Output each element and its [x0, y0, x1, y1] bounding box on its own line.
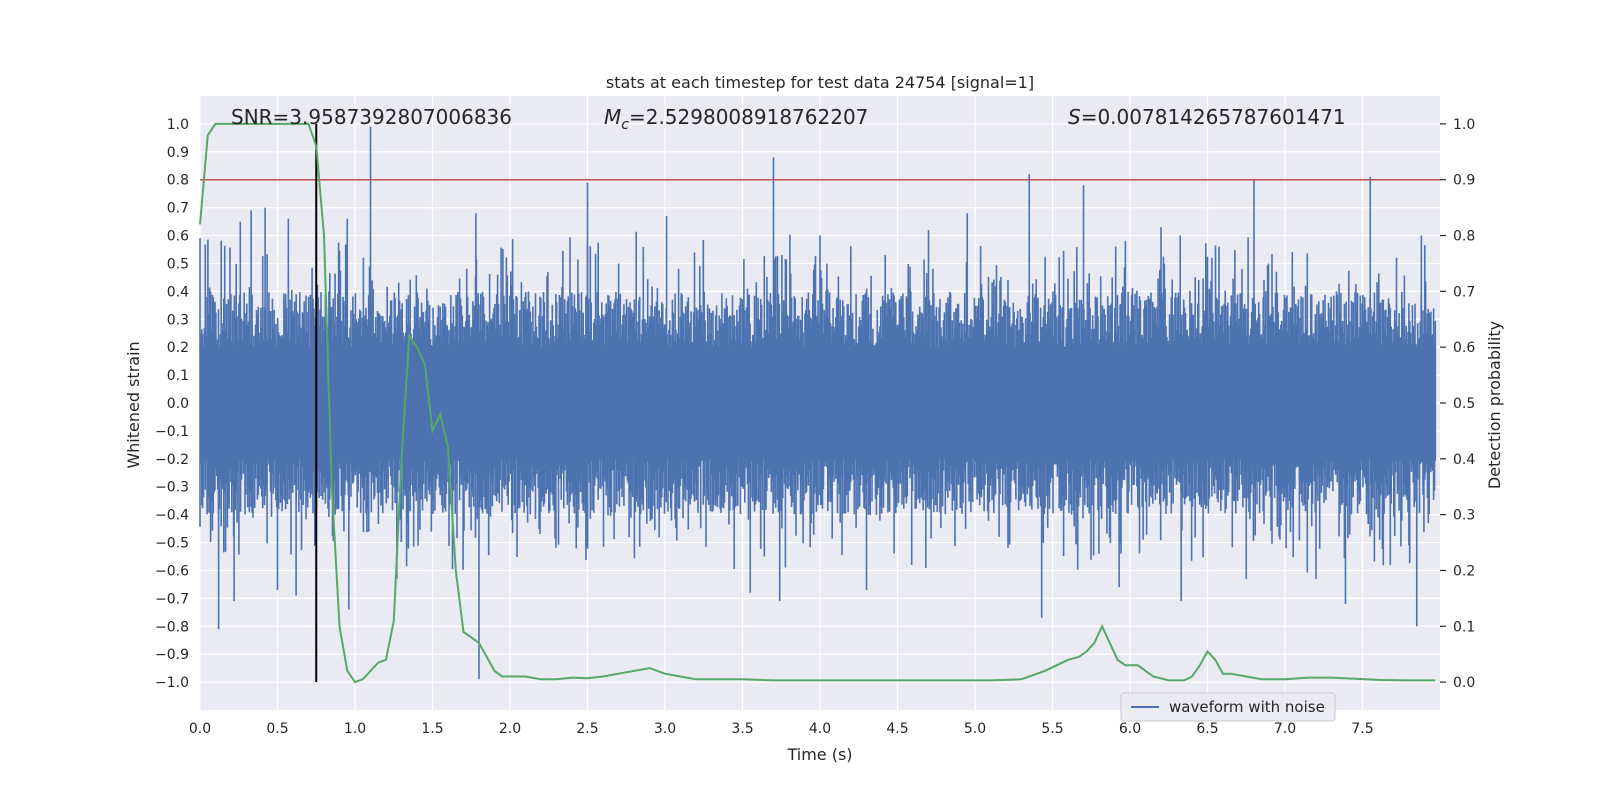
- legend-box: [1120, 692, 1336, 722]
- detection-probability-line: [199, 122, 1436, 684]
- x-tick-label: 7.0: [1274, 721, 1296, 737]
- x-tick-label: 3.5: [731, 721, 753, 737]
- y-left-tick-label: −0.2: [155, 452, 189, 468]
- waveform-with-noise-line: [199, 231, 1437, 573]
- y-left-tick-label: −0.4: [155, 508, 189, 524]
- probability-layer: [199, 122, 1436, 684]
- y-left-tick-label: 0.3: [167, 312, 189, 328]
- x-tick-label: 0.0: [189, 721, 211, 737]
- x-tick-label: 6.0: [1119, 721, 1141, 737]
- y-left-tick-label: −1.0: [155, 675, 189, 691]
- legend-label-waveform: waveform with noise: [1169, 698, 1325, 716]
- y-left-tick-label: −0.7: [155, 591, 189, 607]
- x-tick-label: 3.0: [654, 721, 676, 737]
- y-left-tick-label: 0.0: [167, 396, 189, 412]
- y-left-tick-label: −0.3: [155, 480, 189, 496]
- y-axis-label-right: Detection probability: [1485, 321, 1504, 489]
- y-right-tick-label: 0.9: [1453, 173, 1475, 189]
- y-right-tick-label: 0.7: [1453, 284, 1475, 300]
- y-left-tick-label: 1.0: [167, 117, 189, 133]
- x-tick-label: 6.5: [1196, 721, 1218, 737]
- y-left-tick-label: 0.5: [167, 256, 189, 272]
- s-symbol: S: [1068, 105, 1081, 129]
- chirp-mass-symbol: M: [604, 105, 621, 129]
- x-tick-label: 5.5: [1041, 721, 1063, 737]
- snr-annotation: SNR=3.9587392807006836: [231, 105, 512, 129]
- chart-title: stats at each timestep for test data 247…: [606, 73, 1034, 92]
- x-tick-label: 0.5: [266, 721, 288, 737]
- y-right-tick-label: 1.0: [1453, 117, 1475, 133]
- s-annotation: S=0.007814265787601471: [1068, 105, 1346, 129]
- y-right-tick-label: 0.5: [1453, 396, 1475, 412]
- y-left-tick-label: −0.6: [155, 563, 189, 579]
- s-value: =0.007814265787601471: [1081, 105, 1346, 129]
- x-tick-label: 4.0: [809, 721, 831, 737]
- y-left-tick-label: 0.2: [167, 340, 189, 356]
- y-axis-label-left: Whitened strain: [124, 341, 143, 468]
- x-tick-label: 7.5: [1351, 721, 1373, 737]
- waveform-layer: [199, 126, 1437, 680]
- x-tick-label: 1.5: [421, 721, 443, 737]
- x-tick-label: 1.0: [344, 721, 366, 737]
- overlay-layer: [200, 123, 1440, 683]
- y-right-tick-label: 0.8: [1453, 229, 1475, 245]
- chirp-mass-annotation: Mc=2.5298008918762207: [604, 105, 868, 133]
- x-tick-label: 2.0: [499, 721, 521, 737]
- x-tick-label: 2.5: [576, 721, 598, 737]
- y-right-tick-label: 0.4: [1453, 452, 1475, 468]
- y-right-tick-label: 0.3: [1453, 508, 1475, 524]
- x-tick-label: 5.0: [964, 721, 986, 737]
- y-left-tick-label: −0.9: [155, 647, 189, 663]
- x-tick-label: 4.5: [886, 721, 908, 737]
- y-left-tick-label: −0.1: [155, 424, 189, 440]
- y-left-tick-label: 0.7: [167, 201, 189, 217]
- chirp-mass-value: =2.5298008918762207: [629, 105, 868, 129]
- y-right-tick-label: 0.0: [1453, 675, 1475, 691]
- y-right-tick-label: 0.6: [1453, 340, 1475, 356]
- y-right-tick-label: 0.1: [1453, 619, 1475, 635]
- y-left-tick-label: 0.9: [167, 145, 189, 161]
- x-axis-label: Time (s): [786, 745, 852, 764]
- y-left-tick-label: −0.8: [155, 619, 189, 635]
- y-left-tick-label: 0.8: [167, 173, 189, 189]
- tick-layer: 0.0 0.5 1.0 1.5 2.0 2.5 3.0 3.5 4.0 4.5 5.0 5.5 6.0 6…: [155, 117, 1475, 737]
- y-left-tick-label: 0.4: [167, 284, 189, 300]
- y-left-tick-label: −0.5: [155, 536, 189, 552]
- chirp-mass-subscript: c: [621, 117, 629, 133]
- y-left-tick-label: 0.1: [167, 368, 189, 384]
- legend: waveform with noise: [1120, 692, 1336, 722]
- y-left-tick-label: 0.6: [167, 229, 189, 245]
- y-right-tick-label: 0.2: [1453, 563, 1475, 579]
